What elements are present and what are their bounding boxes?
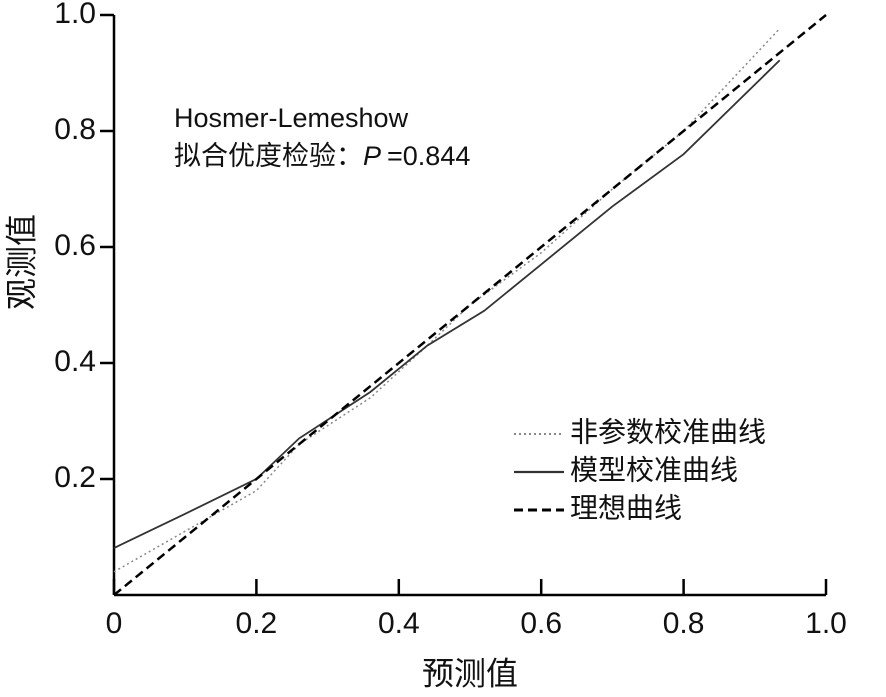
- y-axis-label: 观测值: [3, 214, 39, 310]
- x-tick-label: 0.4: [378, 607, 420, 640]
- y-tick-label: 0.6: [54, 229, 96, 262]
- series-line: [113, 59, 781, 549]
- annotation: =0.844: [387, 141, 470, 171]
- x-tick-label: 0.2: [236, 607, 278, 640]
- x-tick-label: 0.8: [663, 607, 705, 640]
- series-line: [113, 14, 827, 596]
- series-line: [113, 29, 779, 573]
- legend-label: 理想曲线: [570, 492, 682, 523]
- legend-label: 模型校准曲线: [570, 454, 738, 485]
- y-tick-label: 0.4: [54, 345, 96, 378]
- annotation: Hosmer-Lemeshow: [174, 103, 409, 133]
- annotation: 拟合优度检验：: [174, 141, 363, 171]
- annotation: 拟合优度检验：P =0.844: [174, 141, 470, 171]
- x-tick-label: 0.6: [520, 607, 562, 640]
- x-tick-label: 1.0: [805, 607, 847, 640]
- x-tick-label: 0: [106, 607, 123, 640]
- y-tick-label: 1.0: [54, 0, 96, 30]
- legend-label: 非参数校准曲线: [570, 416, 766, 447]
- annotation: P: [363, 141, 381, 171]
- x-axis-label: 预测值: [422, 655, 518, 691]
- y-tick-label: 0.8: [54, 113, 96, 146]
- y-tick-label: 0.2: [54, 461, 96, 494]
